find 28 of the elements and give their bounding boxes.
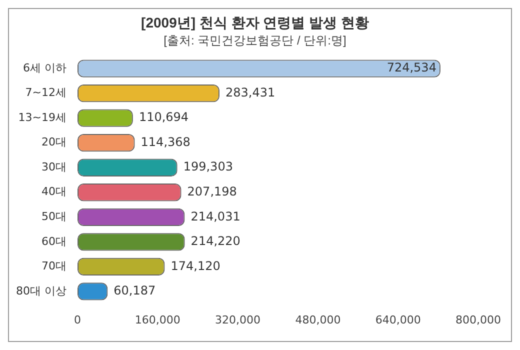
data-label: 114,368 [140, 134, 190, 149]
data-label: 174,120 [170, 258, 220, 273]
y-tick-label: 20대 [41, 136, 66, 149]
data-label: 199,303 [183, 160, 233, 174]
x-tick-label: 160,000 [134, 313, 180, 326]
chart-title: [2009년] 천식 환자 연령별 발생 현황 [141, 14, 369, 30]
x-tick-label: 0 [74, 313, 81, 326]
x-tick-label: 320,000 [215, 313, 261, 326]
y-tick-label: 50대 [41, 210, 66, 223]
x-tick-label: 800,000 [456, 313, 502, 326]
y-tick-label: 60대 [41, 234, 66, 248]
y-tick-label: 80대 이상 [16, 284, 66, 298]
y-tick-label: 70대 [41, 260, 66, 273]
data-label: 283,431 [225, 85, 276, 100]
y-tick-label: 7~12세 [25, 86, 66, 100]
x-tick-label: 480,000 [295, 313, 341, 326]
data-label: 214,220 [190, 234, 240, 248]
data-label: 60,187 [114, 284, 156, 298]
data-label: 724,534 [386, 60, 436, 75]
data-label: 214,031 [190, 209, 240, 224]
x-tick-label: 640,000 [375, 313, 421, 326]
y-tick-label: 30대 [41, 160, 66, 174]
y-tick-label: 40대 [41, 185, 66, 198]
data-label: 207,198 [187, 184, 237, 199]
data-label: 110,694 [138, 110, 189, 124]
y-tick-label: 13~19세 [18, 110, 66, 124]
y-tick-label: 6세 이하 [22, 61, 66, 74]
chart-subtitle: [출처: 국민건강보험공단 / 단위:명] [164, 33, 346, 48]
